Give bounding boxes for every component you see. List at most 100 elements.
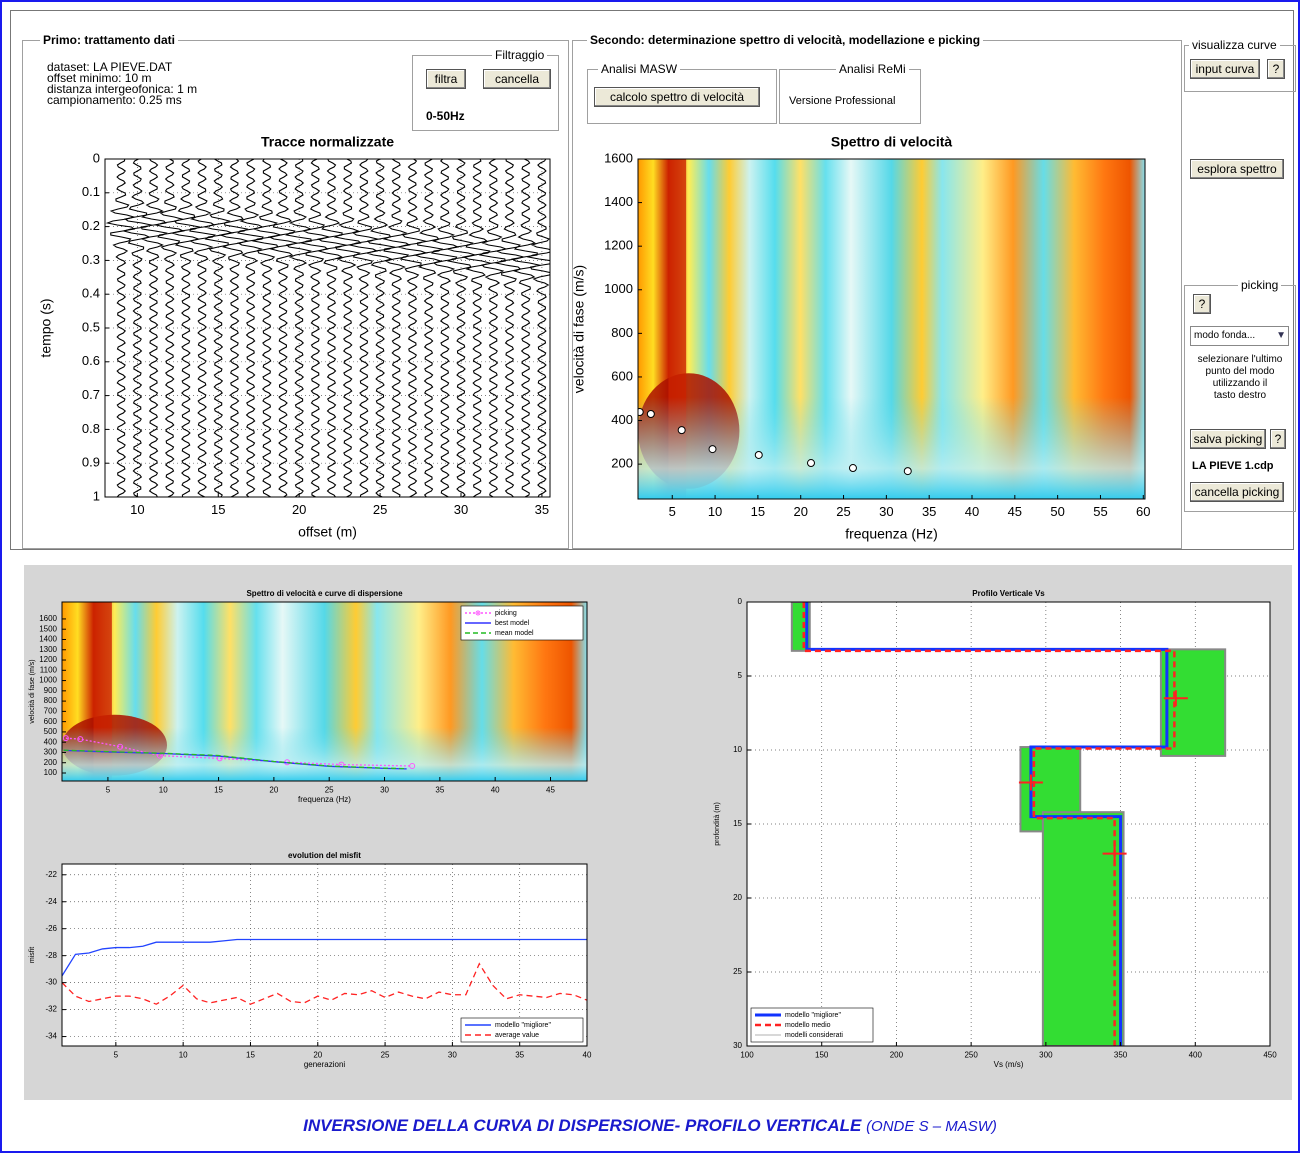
instructions: selezionare l'ultimo punto del modo util… [1188, 354, 1292, 402]
caption-sub: (ONDE S – MASW) [866, 1118, 997, 1135]
help-button[interactable]: ? [1267, 59, 1285, 79]
view-legend: visualizza curve [1189, 38, 1280, 52]
x-tick-label: 15 [751, 504, 765, 519]
y-tick-label: 0.3 [82, 252, 100, 267]
x-tick-label: 20 [793, 504, 807, 519]
filter-legend: Filtraggio [492, 48, 548, 62]
plot-content [105, 159, 550, 497]
y-axis-label: tempo (s) [38, 298, 54, 357]
mode-select[interactable]: modo fonda... ▼ [1190, 326, 1289, 346]
x-tick-label: 30 [454, 502, 468, 517]
legend-label: average value [495, 1032, 539, 1039]
y-tick-label: -34 [45, 1032, 57, 1041]
plot-area [62, 864, 587, 1046]
x-tick-label: 35 [922, 504, 936, 519]
chart-title: Spettro di velocità [831, 134, 953, 150]
data-point [117, 743, 124, 750]
trace [317, 159, 348, 497]
axes-box [746, 601, 1271, 1047]
data-point [848, 464, 857, 473]
x-tick-label: 150 [815, 1050, 829, 1059]
x-tick-label: 10 [159, 785, 168, 794]
y-tick-label: 0 [93, 150, 100, 165]
trace [382, 159, 411, 497]
save-button[interactable]: salva picking [1190, 429, 1266, 449]
compute-spectrum-button[interactable]: calcolo spettro di velocità [594, 87, 760, 107]
trace [364, 159, 396, 497]
explore-button[interactable]: esplora spettro [1190, 159, 1284, 179]
axes-box [61, 863, 588, 1047]
data-point [409, 763, 416, 770]
y-tick-label: 500 [44, 727, 58, 736]
x-tick-label: 20 [269, 785, 278, 794]
panel-legend: Primo: trattamento dati [40, 33, 179, 47]
trace [478, 159, 508, 497]
series-line [63, 749, 407, 770]
data-point [1018, 774, 1043, 791]
legend-label: best model [495, 620, 530, 627]
legend-marker [475, 610, 481, 616]
y-tick-label: 0.7 [82, 387, 100, 402]
x-axis-label: frequenza (Hz) [298, 795, 351, 804]
x-tick-label: 10 [130, 502, 144, 517]
help-button[interactable]: ? [1193, 294, 1211, 314]
y-tick-label: 0.1 [82, 184, 100, 199]
x-tick-label: 200 [890, 1050, 904, 1059]
filter-box [412, 55, 559, 131]
dataset-info: dataset: LA PIEVE.DAT offset minimo: 10 … [47, 61, 197, 106]
y-tick-label: 0.4 [82, 286, 100, 301]
legend-label: mean model [495, 630, 534, 637]
x-tick-label: 25 [325, 785, 334, 794]
trace [236, 159, 264, 497]
trace [105, 159, 136, 497]
y-tick-label: 100 [44, 768, 58, 777]
x-tick-label: 45 [546, 785, 555, 794]
remi-text: Versione Professional [789, 95, 896, 107]
x-tick-label: 300 [1039, 1050, 1053, 1059]
y-tick-label: -28 [45, 951, 57, 960]
x-tick-label: 45 [1008, 504, 1022, 519]
trace [140, 159, 168, 497]
y-tick-label: 200 [611, 456, 633, 471]
data-point [1102, 845, 1127, 862]
trace [431, 159, 460, 497]
y-tick-label: 400 [611, 412, 633, 427]
clear-button[interactable]: cancella picking [1190, 482, 1284, 502]
x-tick-label: 35 [535, 502, 549, 517]
data-point [1163, 690, 1188, 707]
x-tick-label: 10 [179, 1050, 188, 1059]
y-tick-label: 1200 [604, 238, 633, 253]
help-button[interactable]: ? [1270, 429, 1286, 449]
x-tick-label: 350 [1114, 1050, 1128, 1059]
y-tick-label: 0.9 [82, 455, 100, 470]
instruction-line: utilizzando il [1212, 378, 1268, 389]
trace [218, 159, 250, 497]
y-tick-label: -24 [45, 897, 57, 906]
trace [169, 159, 201, 497]
y-tick-label: 900 [44, 686, 58, 695]
heatmap-floor [638, 397, 1145, 499]
chart-title: Tracce normalizzate [261, 134, 394, 150]
filter-range: 0-50Hz [426, 109, 465, 123]
legend-label: modello "migliore" [495, 1022, 551, 1029]
input-button[interactable]: input curva [1190, 59, 1260, 79]
cancel-button[interactable]: cancella [483, 69, 551, 89]
masw-legend: Analisi MASW [598, 62, 681, 76]
legend-label: modello medio [785, 1022, 831, 1029]
instruction-line: selezionare l'ultimo [1197, 354, 1283, 365]
x-tick-label: 450 [1263, 1050, 1277, 1059]
picking-legend: picking [1238, 278, 1282, 292]
x-axis-label: offset (m) [298, 524, 357, 540]
axes-box [61, 601, 588, 782]
x-tick-label: 15 [211, 502, 225, 517]
trace [445, 159, 478, 497]
series-line [62, 938, 587, 977]
x-tick-label: 60 [1136, 504, 1150, 519]
y-tick-label: 800 [611, 325, 633, 340]
instruction-line: punto del modo [1205, 366, 1275, 377]
y-tick-label: -26 [45, 924, 57, 933]
y-tick-label: 10 [733, 745, 742, 754]
filter-button[interactable]: filtra [426, 69, 466, 89]
chart-title: evolution del misfit [288, 851, 361, 860]
y-tick-label: 15 [733, 819, 742, 828]
